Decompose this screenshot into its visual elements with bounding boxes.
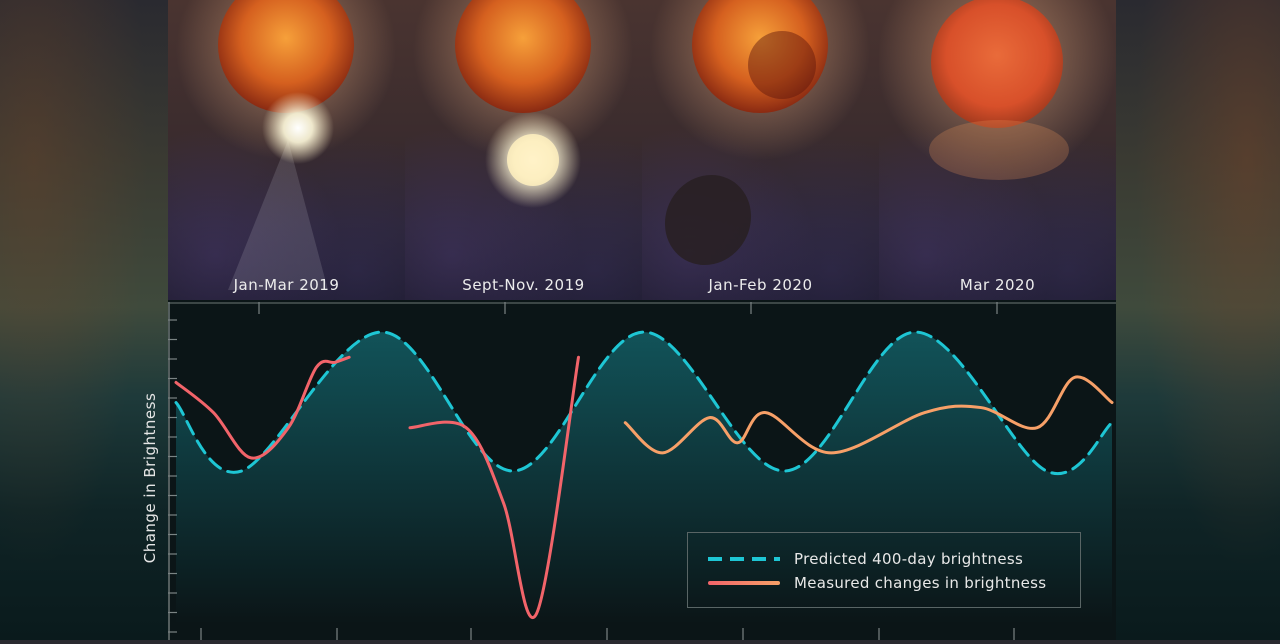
predicted-brightness-line bbox=[174, 330, 1114, 475]
star-illustration-4 bbox=[879, 0, 1116, 180]
betelgeuse-figure: Jan-Mar 2019 Sept-Nov. 2019 Jan-Feb 2020 bbox=[168, 0, 1116, 640]
star-panel-4: Mar 2020 bbox=[879, 0, 1116, 300]
brightness-chart-svg bbox=[168, 302, 1116, 640]
left-background-glow bbox=[0, 0, 168, 640]
legend-label-predicted: Predicted 400-day brightness bbox=[794, 550, 1024, 568]
predicted-area-fill bbox=[176, 332, 1112, 624]
chart-axes bbox=[168, 302, 1116, 640]
star-illustration-1 bbox=[176, 0, 396, 290]
panel-label-2: Sept-Nov. 2019 bbox=[462, 276, 585, 294]
star-illustration-3 bbox=[650, 0, 870, 266]
measured-segment-2 bbox=[408, 355, 580, 619]
brightness-chart bbox=[168, 302, 1116, 640]
legend-label-measured: Measured changes in brightness bbox=[794, 574, 1047, 592]
y-axis-label: Change in Brightness bbox=[141, 392, 159, 564]
panel-label-4: Mar 2020 bbox=[959, 276, 1036, 294]
star-illustration-2 bbox=[413, 0, 633, 208]
measured-segment-3 bbox=[623, 375, 1114, 455]
legend-swatch-predicted bbox=[708, 557, 780, 561]
star-panel-1: Jan-Mar 2019 bbox=[168, 0, 406, 300]
right-background-glow bbox=[1116, 0, 1280, 640]
star-panel-2: Sept-Nov. 2019 bbox=[405, 0, 643, 300]
star-panels: Jan-Mar 2019 Sept-Nov. 2019 Jan-Feb 2020 bbox=[168, 0, 1116, 300]
legend-swatch-measured bbox=[708, 581, 780, 585]
measured-segment-1 bbox=[174, 355, 351, 460]
panel-label-3: Jan-Feb 2020 bbox=[708, 276, 813, 294]
star-panel-3: Jan-Feb 2020 bbox=[642, 0, 880, 300]
measured-brightness-lines bbox=[174, 355, 1114, 619]
legend-item-measured: Measured changes in brightness bbox=[708, 573, 1046, 593]
legend-item-predicted: Predicted 400-day brightness bbox=[708, 549, 1023, 569]
chart-legend: Predicted 400-day brightness Measured ch… bbox=[687, 532, 1081, 608]
panel-label-1: Jan-Mar 2019 bbox=[233, 276, 340, 294]
